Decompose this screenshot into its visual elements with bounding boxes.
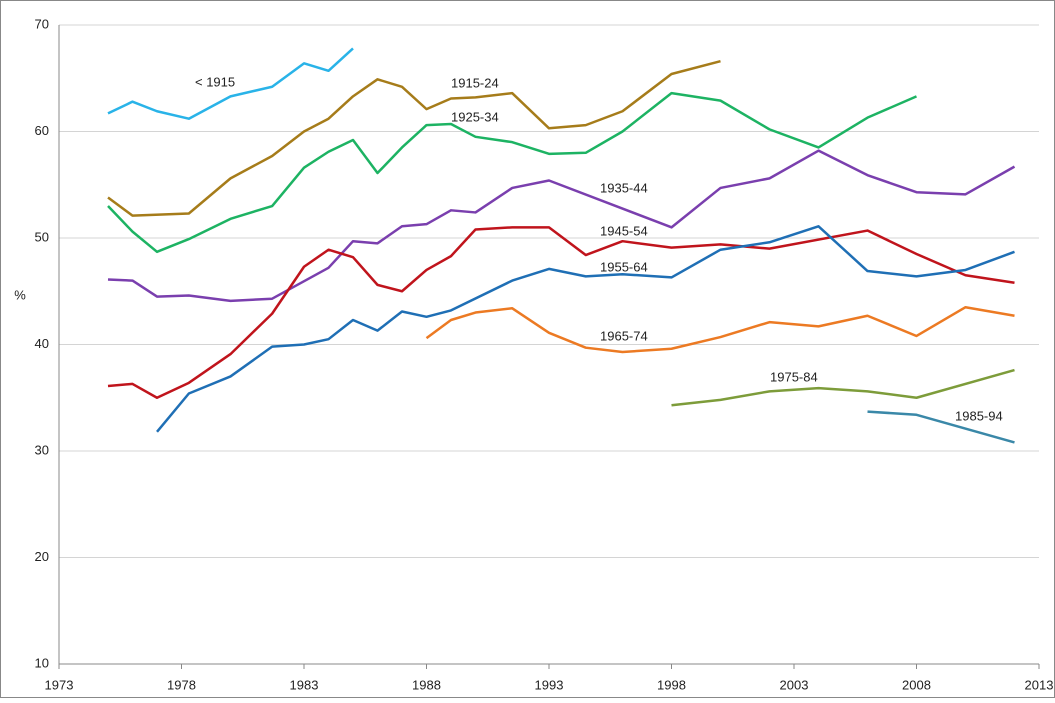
- series-label: 1985-94: [955, 408, 1003, 423]
- series-label: 1925-34: [451, 109, 499, 124]
- series-label: 1955-64: [600, 259, 648, 274]
- series-line: [867, 410, 1015, 444]
- series-line: [107, 91, 917, 254]
- y-tick-label: 70: [35, 16, 49, 31]
- series-line: [107, 226, 1015, 399]
- series-label: 1915-24: [451, 75, 499, 90]
- series-line: [107, 60, 721, 217]
- y-tick-label: 20: [35, 549, 49, 564]
- series-label: 1975-84: [770, 369, 818, 384]
- y-tick-label: 50: [35, 229, 49, 244]
- x-tick-label: 2003: [780, 677, 809, 692]
- x-tick-label: 1998: [657, 677, 686, 692]
- series-line: [671, 368, 1015, 407]
- y-axis-label: %: [14, 287, 26, 302]
- x-tick-label: 1973: [45, 677, 74, 692]
- series-line: [425, 305, 1015, 354]
- series-label: 1935-44: [600, 180, 648, 195]
- y-tick-label: 40: [35, 336, 49, 351]
- series-line: [107, 149, 1016, 303]
- x-tick-label: 1983: [290, 677, 319, 692]
- y-tick-label: 60: [35, 123, 49, 138]
- series-label: < 1915: [195, 74, 235, 89]
- x-tick-label: 1978: [167, 677, 196, 692]
- series-line: [156, 225, 1015, 433]
- series-label: 1945-54: [600, 223, 648, 238]
- series-label: 1965-74: [600, 328, 648, 343]
- y-tick-label: 10: [35, 655, 49, 670]
- series-line: [107, 47, 354, 120]
- x-tick-label: 2008: [902, 677, 931, 692]
- x-tick-label: 1988: [412, 677, 441, 692]
- y-tick-label: 30: [35, 442, 49, 457]
- x-tick-label: 1993: [535, 677, 564, 692]
- x-tick-label: 2013: [1025, 677, 1054, 692]
